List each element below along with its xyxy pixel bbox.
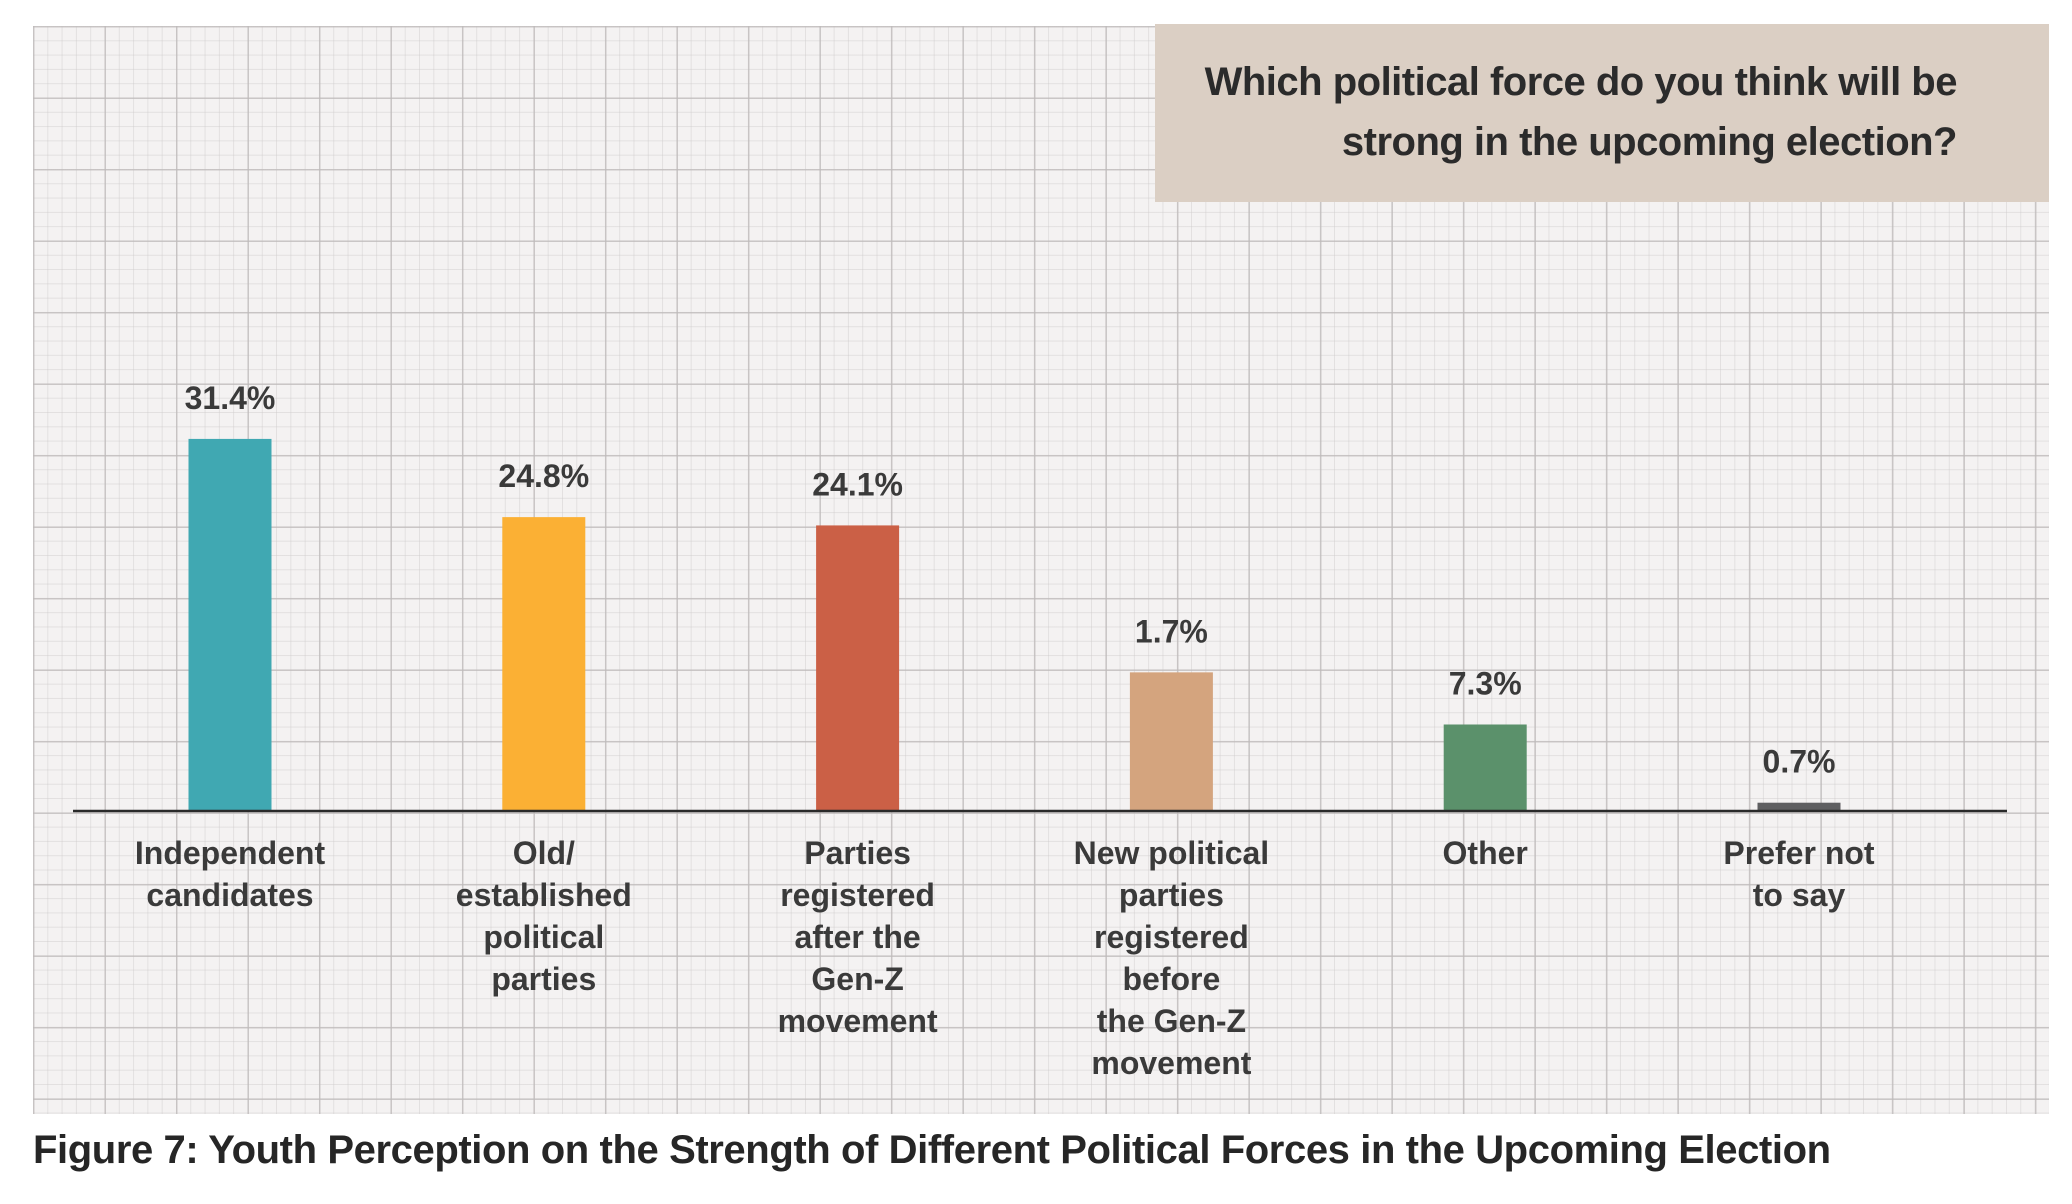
category-label-4: New political parties registered before the … — [1074, 835, 1270, 1081]
data-label-1: 31.4% — [185, 380, 276, 416]
bars-group — [188, 438, 1841, 811]
bar-6 — [1757, 802, 1841, 811]
category-label-line: movement — [778, 1003, 938, 1039]
category-label-line: New political — [1074, 835, 1270, 871]
question-title-box: Which political force do you think will … — [1155, 24, 2049, 202]
category-label-line: Other — [1443, 835, 1528, 871]
bar-1 — [188, 438, 272, 811]
figure-caption: Figure 7: Youth Perception on the Streng… — [33, 1128, 1831, 1172]
question-title-line-2: strong in the upcoming election? — [1341, 120, 1958, 164]
category-label-line: Old/ — [513, 835, 575, 871]
data-label-4: 1.7% — [1135, 613, 1208, 649]
bar-5 — [1443, 724, 1527, 811]
category-label-line: Parties — [804, 835, 911, 871]
bar-3 — [816, 525, 900, 811]
category-label-line: to say — [1753, 877, 1846, 913]
grid-background — [33, 26, 2049, 1114]
category-label-5: Other — [1443, 835, 1528, 871]
category-label-line: Prefer not — [1723, 835, 1874, 871]
bar-4 — [1129, 672, 1213, 811]
category-label-line: parties — [1119, 877, 1224, 913]
category-label-line: Independent — [135, 835, 326, 871]
question-title-line-1: Which political force do you think will … — [1204, 60, 1958, 104]
category-label-2: Old/established political parties — [456, 835, 632, 997]
category-label-line: registered — [780, 877, 935, 913]
category-label-1: Independent candidates — [135, 835, 326, 913]
category-label-line: registered — [1094, 919, 1249, 955]
category-labels-group: Independent candidates Old/established poli… — [135, 835, 1875, 1081]
category-label-line: before — [1123, 961, 1221, 997]
data-label-2: 24.8% — [498, 458, 589, 494]
data-label-6: 0.7% — [1763, 744, 1836, 780]
category-label-6: Prefer not to say — [1723, 835, 1874, 913]
data-label-3: 24.1% — [812, 466, 903, 502]
category-label-line: established — [456, 877, 632, 913]
bar-2 — [502, 517, 586, 811]
category-label-line: movement — [1091, 1045, 1251, 1081]
category-label-line: Gen-Z — [811, 961, 903, 997]
category-label-line: candidates — [146, 877, 313, 913]
category-label-line: the Gen-Z — [1097, 1003, 1246, 1039]
category-label-line: after the — [794, 919, 920, 955]
category-label-line: parties — [491, 961, 596, 997]
category-label-3: Parties registered after the Gen-Z movement — [778, 835, 938, 1039]
data-label-5: 7.3% — [1449, 665, 1522, 701]
data-labels-group: 31.4% 24.8% 24.1% 1.7% 7.3% 0.7% — [185, 380, 1836, 780]
category-label-line: political — [483, 919, 604, 955]
